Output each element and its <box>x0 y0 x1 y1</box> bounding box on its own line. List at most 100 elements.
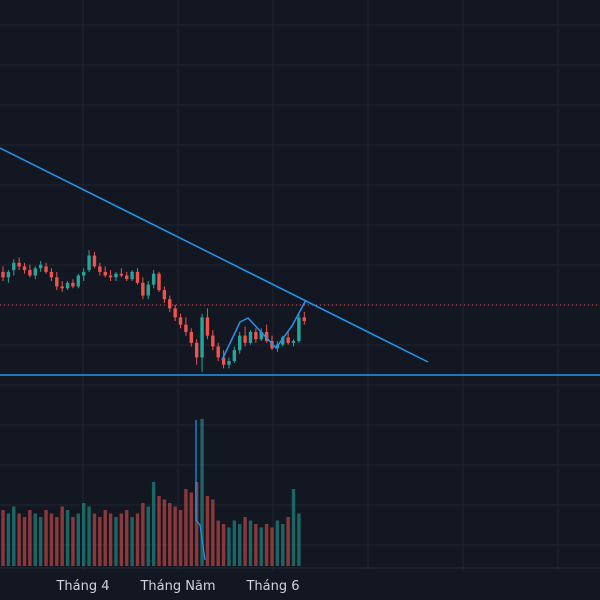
candle-body <box>71 282 75 287</box>
volume-bar <box>232 520 237 566</box>
time-axis: Tháng 4 Tháng Năm Tháng 6 <box>55 579 299 594</box>
volume-bar <box>151 482 156 566</box>
candle-body <box>281 337 285 345</box>
candle-body <box>248 331 253 343</box>
volume-bar <box>281 524 285 566</box>
candle-body <box>130 271 134 280</box>
candle-body <box>189 331 193 343</box>
candle-body <box>125 275 129 280</box>
candle-body <box>243 335 247 343</box>
volume-bar <box>130 517 134 566</box>
candle-body <box>119 273 124 276</box>
volume-pane <box>1 419 301 566</box>
volume-bar <box>22 517 27 566</box>
candle-body <box>297 317 301 342</box>
volume-bar <box>238 524 242 566</box>
volume-bar <box>65 510 70 566</box>
arrow-drawing[interactable] <box>195 420 206 561</box>
candle-body <box>87 255 91 271</box>
candle-body <box>205 317 210 336</box>
candle-body <box>55 277 59 287</box>
volume-bar <box>119 513 124 566</box>
volume-bar <box>103 510 107 566</box>
candle-body <box>114 273 118 278</box>
candle-body <box>157 273 161 291</box>
candle-body <box>82 271 86 276</box>
volume-bar <box>178 510 183 566</box>
volume-bar <box>243 517 247 566</box>
candle-body <box>168 299 172 309</box>
volume-bar <box>135 513 140 566</box>
x-tick-label-apr: Tháng 4 <box>55 579 109 594</box>
volume-bar <box>33 513 37 566</box>
candle-body <box>216 346 220 358</box>
volume-bar <box>216 520 220 566</box>
candle-body <box>141 282 145 296</box>
volume-bar <box>286 517 290 566</box>
volume-bar <box>259 527 263 566</box>
zigzag-drawing[interactable] <box>221 299 307 361</box>
candle-body <box>151 273 156 285</box>
volume-bar <box>291 489 296 566</box>
volume-bar <box>87 506 91 566</box>
grid <box>0 0 600 570</box>
volume-bar <box>38 517 43 566</box>
candle-body <box>28 270 32 276</box>
volume-bar <box>125 510 129 566</box>
volume-bar <box>49 513 54 566</box>
candle-body <box>17 262 21 267</box>
volume-bar <box>270 527 274 566</box>
volume-bar <box>173 506 177 566</box>
volume-bar <box>264 524 269 566</box>
volume-bar <box>157 496 161 566</box>
candle-body <box>135 271 140 283</box>
volume-bar <box>227 527 231 566</box>
candle-body <box>103 271 107 276</box>
candle-body <box>227 361 231 365</box>
candle-body <box>254 331 258 340</box>
volume-bar <box>55 517 59 566</box>
volume-bar <box>205 496 210 566</box>
resistance-trendline[interactable] <box>0 147 429 363</box>
candle-body <box>232 350 237 362</box>
volume-bar <box>194 482 199 566</box>
volume-bar <box>44 510 48 566</box>
volume-bar <box>146 506 150 566</box>
candle-body <box>146 284 150 296</box>
candle-body <box>65 282 70 289</box>
volume-bar <box>211 499 215 566</box>
volume-bar <box>114 517 118 566</box>
candle-body <box>92 255 97 267</box>
candle-body <box>259 331 263 340</box>
candle-body <box>12 262 16 271</box>
volume-bar <box>275 520 280 566</box>
candle-body <box>211 335 215 347</box>
volume-bar <box>162 499 167 566</box>
volume-bar <box>6 513 11 566</box>
x-tick-label-jun: Tháng 6 <box>245 579 299 594</box>
candle-body <box>264 331 269 342</box>
candle-body <box>108 275 113 278</box>
volume-bar <box>12 506 16 566</box>
volume-bar <box>297 513 301 566</box>
volume-bar <box>92 513 97 566</box>
candle-body <box>33 268 37 276</box>
candle-body <box>184 324 188 332</box>
volume-bar <box>168 503 172 566</box>
volume-bar <box>221 524 226 566</box>
volume-bar <box>28 510 32 566</box>
volume-bar <box>82 503 86 566</box>
volume-bar <box>200 419 204 566</box>
candle-body <box>60 286 64 289</box>
candle-body <box>221 357 226 365</box>
candle-body <box>286 337 290 343</box>
volume-bar <box>184 489 188 566</box>
candle-body <box>6 271 11 278</box>
volume-bar <box>60 506 64 566</box>
candle-body <box>1 271 5 278</box>
x-tick-label-may: Tháng Năm <box>139 579 215 594</box>
volume-bar <box>141 503 145 566</box>
candle-body <box>49 271 54 278</box>
candle-body <box>178 317 183 325</box>
